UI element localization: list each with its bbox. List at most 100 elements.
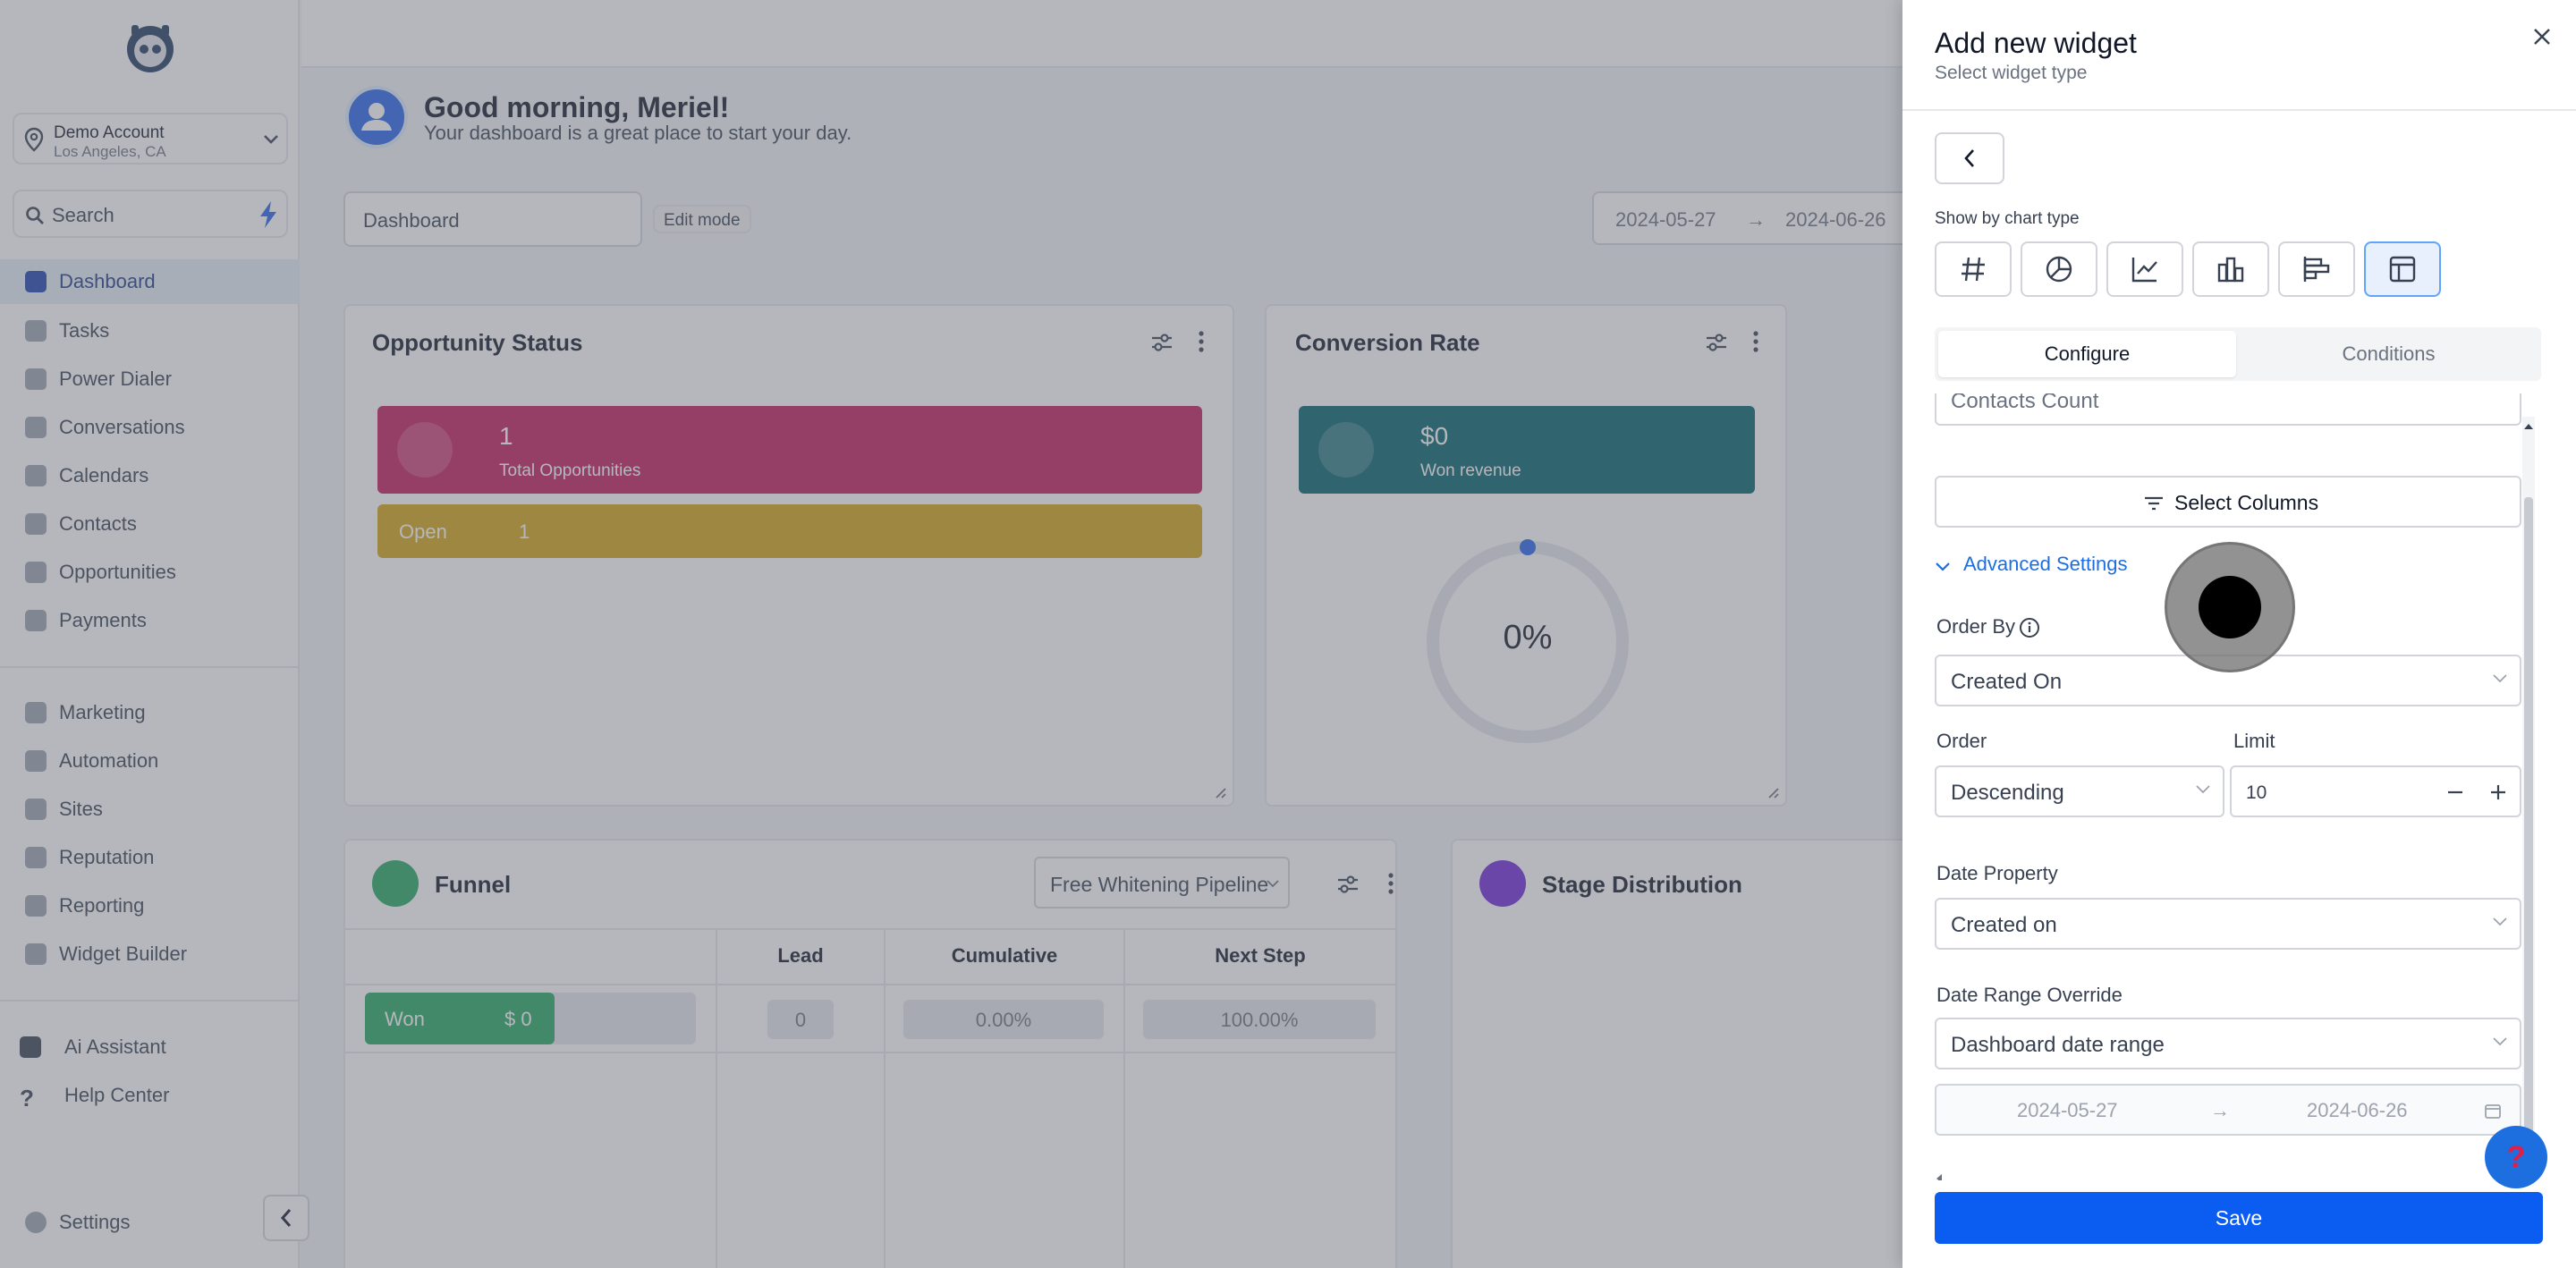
sidebar-item-settings[interactable]: Settings xyxy=(0,1200,300,1245)
date-range-override-label: Date Range Override xyxy=(1936,984,2123,1006)
funnel-icon xyxy=(397,422,453,478)
sidebar-item-reputation[interactable]: Reputation xyxy=(0,835,300,880)
chevron-down-icon xyxy=(2493,674,2507,683)
sidebar-item-help-center[interactable]: ? Help Center xyxy=(0,1073,300,1118)
resize-handle-icon[interactable] xyxy=(1213,785,1227,799)
info-icon[interactable] xyxy=(2019,617,2040,638)
sidebar-item-ai-assistant[interactable]: Ai Assistant xyxy=(0,1025,300,1069)
more-options-icon[interactable] xyxy=(1753,331,1758,352)
sidebar-item-opportunities[interactable]: Opportunities xyxy=(0,550,300,595)
more-options-icon[interactable] xyxy=(1199,331,1204,352)
bar-chart-icon xyxy=(2216,254,2246,284)
chart-type-bar-button[interactable] xyxy=(2192,241,2269,297)
lightning-icon[interactable] xyxy=(258,200,279,229)
sidebar-item-label: Reporting xyxy=(59,894,145,917)
filter-icon[interactable] xyxy=(1336,875,1360,894)
sidebar-item-calendars[interactable]: Calendars xyxy=(0,453,300,498)
metric-value: Contacts Count xyxy=(1951,393,2099,413)
sidebar-item-label: Reputation xyxy=(59,846,155,868)
sidebar-item-label: Widget Builder xyxy=(59,943,188,965)
help-chat-button[interactable]: ? xyxy=(2485,1126,2547,1188)
tab-configure[interactable]: Configure xyxy=(1938,331,2236,377)
back-button[interactable] xyxy=(1935,132,2004,184)
number-icon xyxy=(1958,254,1988,284)
scroll-left-icon[interactable] xyxy=(1935,1173,1944,1180)
column-header-lead: Lead xyxy=(777,944,824,967)
sidebar-item-automation[interactable]: Automation xyxy=(0,739,300,783)
minus-icon[interactable] xyxy=(2446,783,2464,801)
filter-icon[interactable] xyxy=(1150,333,1174,352)
stage-label: Won xyxy=(385,1008,425,1030)
won-revenue-label: Won revenue xyxy=(1420,461,1521,480)
chart-type-number-button[interactable] xyxy=(1935,241,2012,297)
date-property-select[interactable]: Created on xyxy=(1935,898,2521,950)
scrollbar-thumb[interactable] xyxy=(2524,497,2533,1182)
conversion-percent: 0% xyxy=(1503,619,1553,656)
sidebar-item-tasks[interactable]: Tasks xyxy=(0,309,300,353)
edit-mode-button[interactable]: Edit mode xyxy=(653,205,751,233)
chart-type-line-button[interactable] xyxy=(2106,241,2183,297)
sidebar-item-label: Help Center xyxy=(64,1084,170,1106)
resize-handle-icon[interactable] xyxy=(1766,785,1780,799)
config-scroll-area[interactable]: Contacts Count Select Columns Advanced S… xyxy=(1902,393,2576,1180)
sidebar-item-dashboard[interactable]: Dashboard xyxy=(0,259,300,304)
sidebar-item-label: Ai Assistant xyxy=(64,1036,166,1058)
total-opportunities-value: 1 xyxy=(499,422,513,450)
advanced-settings-label: Advanced Settings xyxy=(1963,553,2128,575)
sidebar-item-label: Sites xyxy=(59,798,103,820)
more-options-icon[interactable] xyxy=(1388,873,1394,894)
lead-value: 0 xyxy=(767,1000,834,1039)
dashboard-select[interactable]: Dashboard xyxy=(343,191,642,247)
sidebar-item-label: Tasks xyxy=(59,319,110,342)
date-range-override-select[interactable]: Dashboard date range xyxy=(1935,1018,2521,1069)
metric-select[interactable]: Contacts Count xyxy=(1935,393,2521,426)
account-switcher[interactable]: Demo Account Los Angeles, CA xyxy=(13,113,288,165)
scroll-up-icon[interactable] xyxy=(2523,422,2534,431)
card-icon xyxy=(25,610,47,631)
chart-type-pie-button[interactable] xyxy=(2021,241,2097,297)
sidebar-item-power-dialer[interactable]: Power Dialer xyxy=(0,357,300,402)
sidebar-search[interactable]: Search xyxy=(13,190,288,238)
chart-type-horizontal-bar-button[interactable] xyxy=(2278,241,2355,297)
column-divider xyxy=(1395,928,1397,1268)
modal-overlay[interactable] xyxy=(0,0,1902,1268)
select-columns-button[interactable]: Select Columns xyxy=(1935,476,2521,528)
sidebar-item-widget-builder[interactable]: Widget Builder xyxy=(0,932,300,976)
wallet-icon xyxy=(1318,422,1374,478)
star-icon xyxy=(25,847,47,868)
list-filter-icon xyxy=(2144,496,2164,511)
plus-icon[interactable] xyxy=(2489,783,2507,801)
sidebar-item-reporting[interactable]: Reporting xyxy=(0,883,300,928)
tab-conditions[interactable]: Conditions xyxy=(2342,342,2436,365)
sidebar-item-marketing[interactable]: Marketing xyxy=(0,690,300,735)
funnel-bar-won[interactable]: Won $ 0 xyxy=(365,993,555,1044)
question-icon: ? xyxy=(20,1085,34,1112)
sidebar-item-contacts[interactable]: Contacts xyxy=(0,502,300,546)
date-start: 2024-05-27 xyxy=(1615,208,1716,231)
collapse-sidebar-button[interactable] xyxy=(263,1195,309,1241)
app-logo[interactable] xyxy=(119,20,182,75)
sidebar-item-payments[interactable]: Payments xyxy=(0,598,300,643)
stage-distribution-card: Stage Distribution xyxy=(1451,839,1987,1268)
limit-label: Limit xyxy=(2233,730,2275,752)
save-button[interactable]: Save xyxy=(1935,1192,2543,1244)
limit-stepper[interactable]: 10 xyxy=(2230,765,2521,817)
sidebar-item-conversations[interactable]: Conversations xyxy=(0,405,300,450)
filter-icon[interactable] xyxy=(1705,333,1728,352)
pipeline-select[interactable]: Free Whitening Pipeline xyxy=(1034,857,1290,909)
order-select[interactable]: Descending xyxy=(1935,765,2224,817)
sidebar-item-sites[interactable]: Sites xyxy=(0,787,300,832)
horizontal-bar-icon xyxy=(2301,254,2332,284)
pie-icon xyxy=(2044,254,2074,284)
cursor-dot xyxy=(2199,576,2261,638)
search-label: Search xyxy=(52,204,114,226)
sidebar-item-label: Power Dialer xyxy=(59,368,172,390)
open-opportunities-bar[interactable]: Open 1 xyxy=(377,504,1202,558)
divider xyxy=(345,928,1397,930)
drawer-subtitle: Select widget type xyxy=(1935,63,2088,83)
avatar xyxy=(345,86,408,148)
chevron-down-icon xyxy=(263,134,279,145)
chart-type-table-button[interactable] xyxy=(2364,241,2441,297)
close-icon[interactable] xyxy=(2529,23,2555,50)
open-label: Open xyxy=(399,520,447,543)
